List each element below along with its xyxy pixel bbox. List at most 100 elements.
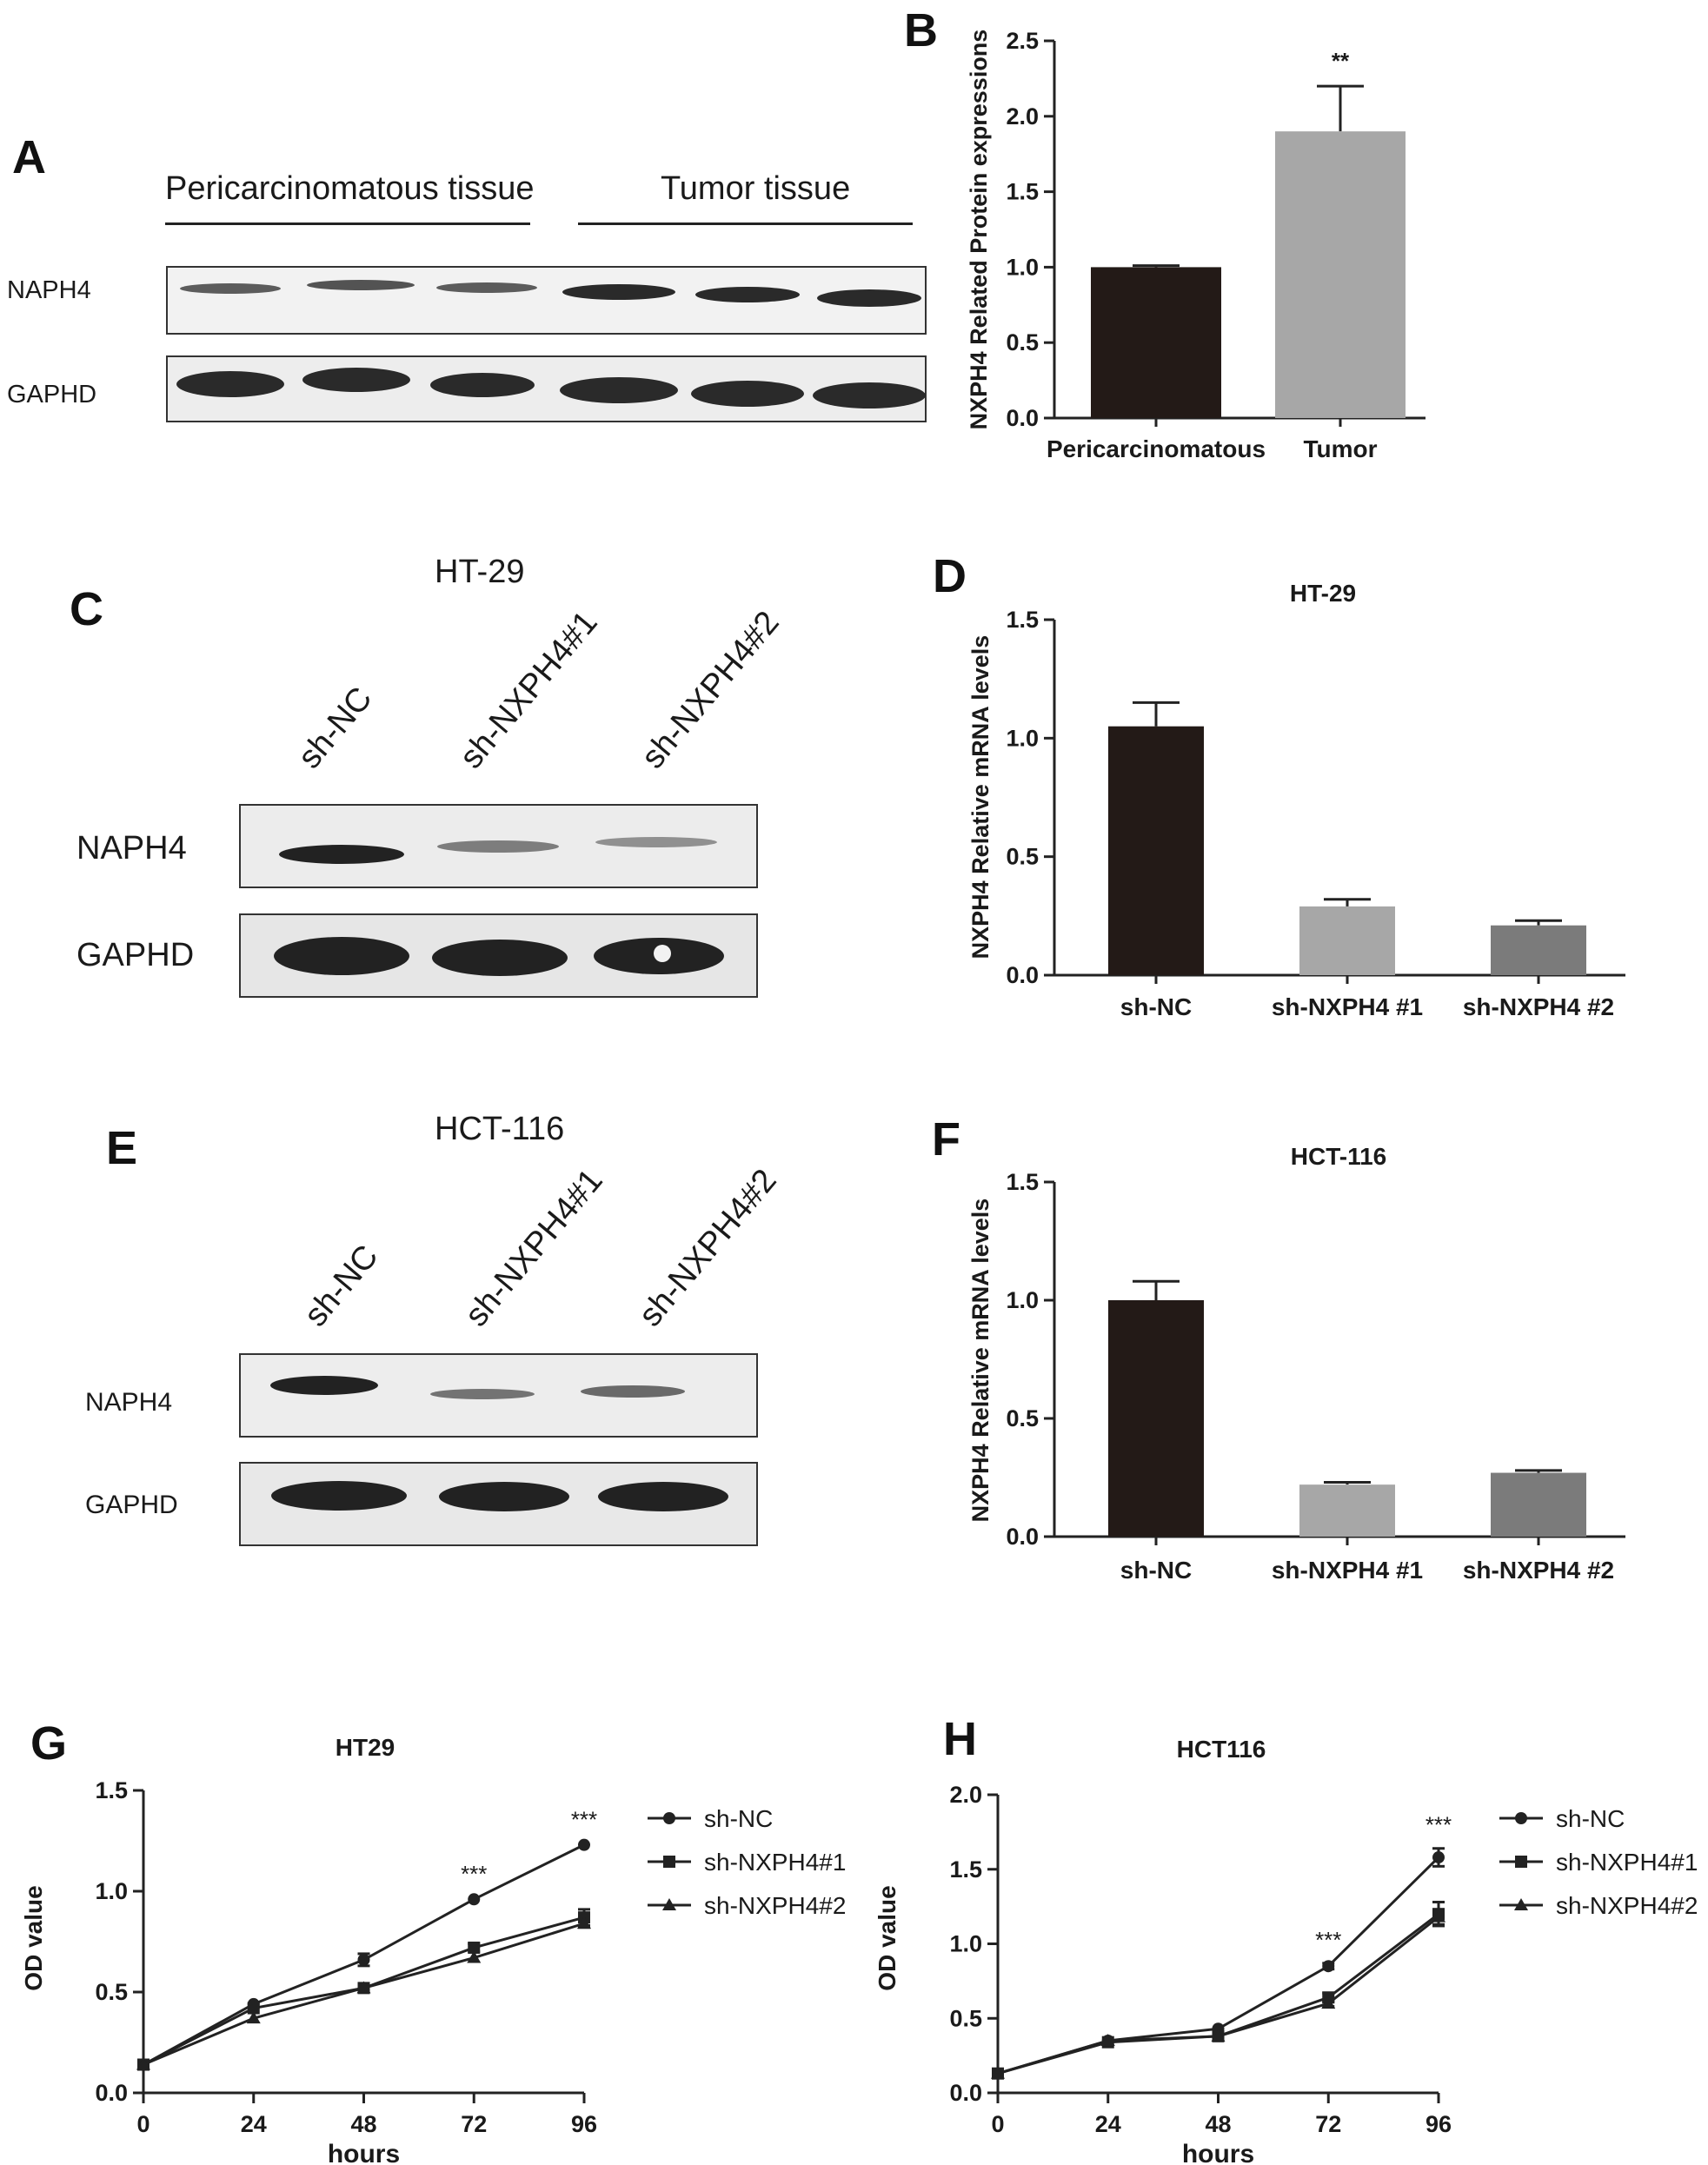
bar xyxy=(1491,925,1586,975)
y-tick-label: 0.5 xyxy=(1006,329,1039,355)
x-tick-label: sh-NC xyxy=(1120,1557,1192,1584)
y-tick-label: 1.0 xyxy=(1006,254,1039,280)
panel-label-g: G xyxy=(30,1717,68,1770)
data-point xyxy=(1514,1898,1528,1910)
series-line xyxy=(997,1916,1439,2075)
data-point xyxy=(467,1950,482,1963)
chart-b: 0.0 0.5 1.0 1.5 2.0 2.5 Pericarcinomatous Tumor… xyxy=(966,28,1426,462)
panel-label-c: C xyxy=(70,583,103,635)
row-label-gaphd: GAPHD xyxy=(7,381,97,408)
y-tick-label: 1.5 xyxy=(1006,179,1039,205)
y-tick-label: 1.0 xyxy=(95,1878,128,1904)
y-axis-label: OD value xyxy=(874,1885,901,1990)
y-tick-label: 0.5 xyxy=(949,2005,982,2031)
bar xyxy=(1299,906,1395,975)
blot-title-ht29: HT-29 xyxy=(435,554,525,590)
y-tick-label: 1.0 xyxy=(1006,725,1039,751)
x-axis-label: hours xyxy=(1182,2140,1254,2165)
data-point xyxy=(577,1916,591,1929)
significance-label: ** xyxy=(1332,48,1350,74)
y-tick-label: 0.5 xyxy=(95,1979,128,2005)
y-tick-label: 1.5 xyxy=(1006,607,1039,633)
data-point xyxy=(1322,1960,1335,1973)
legend-label: sh-NXPH4#1 xyxy=(704,1849,846,1876)
data-point xyxy=(1515,1856,1527,1868)
chart-title: HT-29 xyxy=(1290,580,1356,607)
y-tick-label: 0.0 xyxy=(95,2080,128,2106)
y-tick-label: 2.5 xyxy=(1006,28,1039,54)
bar xyxy=(1091,267,1221,418)
panel-label-h: H xyxy=(943,1713,977,1765)
legend-label: sh-NC xyxy=(1556,1805,1625,1832)
y-tick-label: 1.5 xyxy=(1006,1169,1039,1195)
y-tick-label: 0.0 xyxy=(1006,962,1039,988)
x-tick-label: 0 xyxy=(136,2111,150,2137)
significance-label: *** xyxy=(1315,1927,1341,1953)
bar xyxy=(1299,1484,1395,1537)
blot-title-hct116: HCT-116 xyxy=(435,1111,565,1147)
y-axis-label: NXPH4 Relative mRNA levels xyxy=(967,635,994,960)
data-point xyxy=(136,2057,150,2070)
group-label-pericarcinomatous: Pericarcinomatous tissue xyxy=(165,170,535,207)
data-point xyxy=(662,1898,676,1910)
legend-label: sh-NXPH4#2 xyxy=(704,1892,846,1919)
bar xyxy=(1108,1300,1204,1537)
group-underline-tumor xyxy=(578,222,913,225)
y-tick-label: 2.0 xyxy=(949,1782,982,1808)
y-axis-label: OD value xyxy=(20,1885,47,1990)
x-axis-label: hours xyxy=(328,2140,400,2165)
data-point xyxy=(1432,1909,1445,1923)
x-tick-label: sh-NXPH4 #2 xyxy=(1463,993,1614,1020)
y-tick-label: 1.5 xyxy=(95,1777,128,1803)
series-line xyxy=(997,1913,1439,2075)
row-label-gaphd: GAPHD xyxy=(76,937,195,973)
x-tick-label: 48 xyxy=(1205,2111,1231,2137)
significance-label: *** xyxy=(571,1806,597,1832)
y-tick-label: 0.0 xyxy=(1006,405,1039,431)
significance-label: *** xyxy=(1426,1812,1452,1838)
x-tick-label: 48 xyxy=(350,2111,376,2137)
data-point xyxy=(356,1981,371,1994)
data-point xyxy=(1211,2029,1226,2042)
chart-title: HT29 xyxy=(336,1734,395,1761)
y-tick-label: 0.5 xyxy=(1006,844,1039,870)
x-tick-label: Pericarcinomatous xyxy=(1047,435,1266,462)
chart-g: 0.0 0.5 1.0 1.5 0 24 48 72 96 sh-NC sh-NXPH4#1 sh-N… xyxy=(20,1734,846,2165)
data-point xyxy=(663,1856,675,1868)
data-point xyxy=(357,1953,370,1966)
bar xyxy=(1108,726,1204,975)
data-point xyxy=(1321,1996,1336,2009)
panel-label-f: F xyxy=(932,1113,960,1166)
y-tick-label: 1.0 xyxy=(949,1931,982,1957)
data-point xyxy=(1515,1812,1527,1824)
y-tick-label: 1.5 xyxy=(949,1856,982,1883)
legend-label: sh-NC xyxy=(704,1805,773,1832)
data-point xyxy=(246,2011,261,2024)
bar xyxy=(1275,131,1406,418)
x-tick-label: 0 xyxy=(991,2111,1004,2137)
panel-label-d: D xyxy=(933,550,967,602)
data-point xyxy=(1100,2033,1115,2046)
chart-title: HCT116 xyxy=(1177,1736,1266,1763)
y-axis-label: NXPH4 Related Protein expressions xyxy=(966,30,992,430)
chart-f: 0.0 0.5 1.0 1.5 sh-NC sh-NXPH4 #1 sh-NXPH4 #2 N… xyxy=(967,1143,1625,1584)
data-point xyxy=(663,1812,675,1824)
y-tick-label: 0.0 xyxy=(1006,1524,1039,1550)
data-point xyxy=(578,1838,590,1851)
y-tick-label: 0.0 xyxy=(949,2080,982,2106)
row-label-naph4: NAPH4 xyxy=(85,1388,173,1417)
chart-h: 0.0 0.5 1.0 1.5 2.0 0 24 48 72 96 sh-NC sh-NXPH4#1 s… xyxy=(874,1736,1698,2165)
chart-title: HCT-116 xyxy=(1291,1143,1387,1170)
row-label-naph4: NAPH4 xyxy=(7,276,91,304)
x-tick-label: sh-NXPH4 #1 xyxy=(1272,993,1423,1020)
data-point xyxy=(991,2066,1005,2079)
data-point xyxy=(247,2002,260,2015)
x-tick-label: 24 xyxy=(1095,2111,1121,2137)
data-point xyxy=(468,1893,481,1906)
x-tick-label: Tumor xyxy=(1303,435,1377,462)
y-tick-label: 2.0 xyxy=(1006,103,1039,130)
significance-label: *** xyxy=(461,1861,487,1887)
x-tick-label: sh-NC xyxy=(1120,993,1192,1020)
x-tick-label: 96 xyxy=(1426,2111,1452,2137)
group-label-tumor: Tumor tissue xyxy=(661,170,851,207)
